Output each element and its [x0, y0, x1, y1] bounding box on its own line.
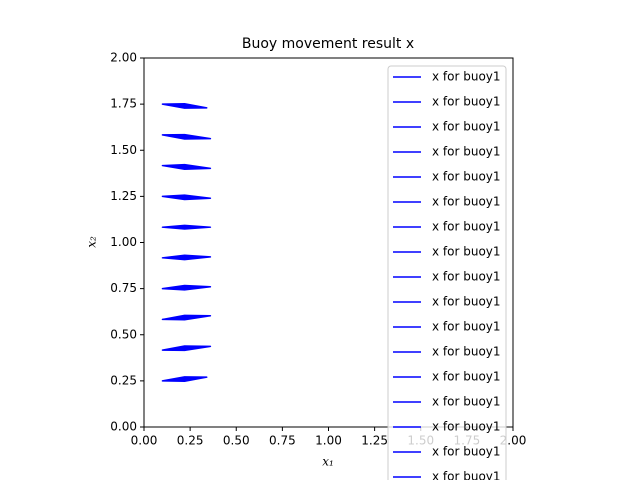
legend-label: x for buoy1: [432, 95, 501, 109]
y-tick-label: 2.00: [110, 51, 137, 65]
y-tick-label: 1.25: [110, 189, 137, 203]
legend-label: x for buoy1: [432, 70, 501, 84]
y-tick-label: 0.00: [110, 420, 137, 434]
legend-label: x for buoy1: [432, 270, 501, 284]
legend-label: x for buoy1: [432, 470, 501, 480]
buoy-line: [161, 254, 212, 261]
legend-label: x for buoy1: [432, 445, 501, 459]
axes-frame: [143, 57, 514, 428]
legend-label: x for buoy1: [432, 320, 501, 334]
y-tick-label: 0.25: [110, 373, 137, 387]
x-tick-label: 1.00: [315, 434, 342, 448]
legend-label: x for buoy1: [432, 120, 501, 134]
buoy-line: [161, 224, 212, 230]
legend-label: x for buoy1: [432, 245, 501, 259]
y-tick-label: 0.75: [110, 281, 137, 295]
buoy-line: [161, 133, 212, 140]
x-tick-label: 0.00: [131, 434, 158, 448]
legend-label: x for buoy1: [432, 395, 501, 409]
y-tick-label: 1.00: [110, 235, 137, 249]
buoy-line: [161, 314, 212, 321]
legend-label: x for buoy1: [432, 220, 501, 234]
buoy-line: [161, 345, 212, 352]
legend-label: x for buoy1: [432, 345, 501, 359]
legend-label: x for buoy1: [432, 370, 501, 384]
legend-label: x for buoy1: [432, 145, 501, 159]
y-tick-label: 0.50: [110, 327, 137, 341]
x-tick-label: 0.50: [223, 434, 250, 448]
buoy-line: [161, 376, 208, 382]
x-axis-label: x₁: [322, 455, 334, 469]
legend-label: x for buoy1: [432, 170, 501, 184]
x-tick-label: 0.25: [177, 434, 204, 448]
y-tick-label: 1.75: [110, 97, 137, 111]
x-tick-label: 0.75: [269, 434, 296, 448]
x-tick-label: 1.25: [361, 434, 388, 448]
y-tick-label: 1.50: [110, 143, 137, 157]
buoy-line: [161, 284, 212, 291]
buoy-line: [161, 103, 208, 109]
legend-label: x for buoy1: [432, 295, 501, 309]
buoy-line: [161, 194, 212, 201]
legend-label: x for buoy1: [432, 195, 501, 209]
y-axis-label: x₂: [85, 236, 99, 248]
buoy-line: [161, 163, 212, 171]
legend-label: x for buoy1: [432, 420, 501, 434]
chart-title: Buoy movement result x: [242, 36, 414, 52]
